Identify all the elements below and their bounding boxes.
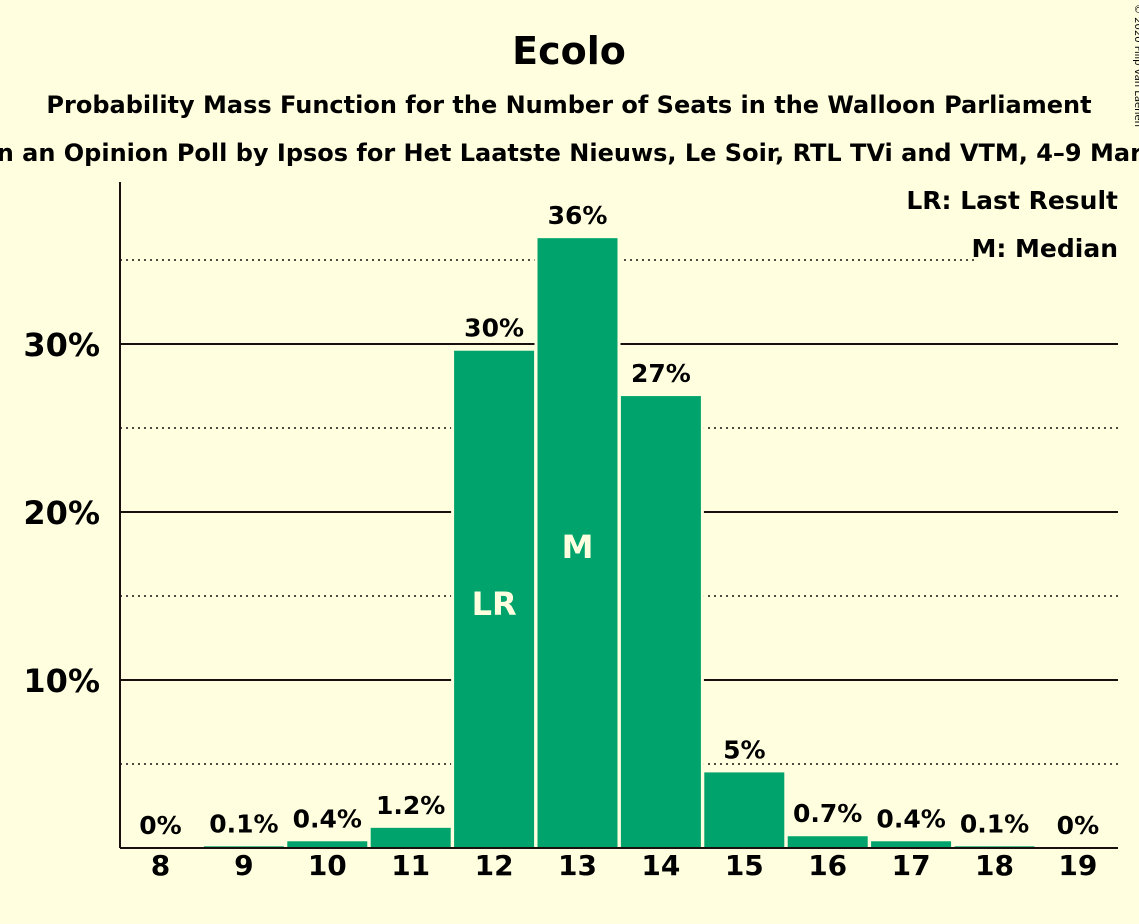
value-label-19: 0% <box>1057 811 1099 840</box>
chart-title: Ecolo <box>512 29 626 73</box>
value-label-12: 30% <box>464 314 524 343</box>
bar-17 <box>871 841 952 848</box>
chart-subtitle: Probability Mass Function for the Number… <box>46 91 1091 119</box>
bar-10 <box>287 841 368 848</box>
x-tick-label-12: 12 <box>475 849 514 882</box>
value-label-16: 0.7% <box>793 799 862 828</box>
chart-source-line: Based on an Opinion Poll by Ipsos for He… <box>0 139 1139 167</box>
x-tick-label-14: 14 <box>641 849 680 882</box>
legend: LR: Last Result M: Median <box>906 186 1118 267</box>
x-tick-label-11: 11 <box>391 849 430 882</box>
bar-16 <box>787 836 868 848</box>
bar-halo-9 <box>200 843 287 848</box>
x-tick-label-9: 9 <box>234 849 253 882</box>
legend-item-0: LR: Last Result <box>906 186 1118 215</box>
bar-15 <box>704 772 785 848</box>
x-tick-label-13: 13 <box>558 849 597 882</box>
legend-item-1: M: Median <box>971 234 1118 263</box>
x-tick-label-18: 18 <box>975 849 1014 882</box>
bar-13 <box>537 238 618 848</box>
bar-12 <box>454 350 535 848</box>
value-label-13: 36% <box>548 201 608 230</box>
bar-marker-lr: LR <box>472 585 517 623</box>
y-tick-label-30: 30% <box>23 326 100 364</box>
bar-11 <box>370 827 451 848</box>
value-label-8: 0% <box>139 811 181 840</box>
value-label-9: 0.1% <box>209 809 278 838</box>
bar-marker-m: M <box>562 528 594 566</box>
copyright-notice: © 2020 Filip van Laenen <box>1132 4 1139 127</box>
bar-halo-18 <box>951 843 1038 848</box>
y-tick-label-10: 10% <box>23 662 100 700</box>
value-label-17: 0.4% <box>876 804 945 833</box>
legend-bg-1 <box>978 235 1118 267</box>
labels-group: 0% 8 0.1% 9 0.4% 10 1.2% 11 30% 12 LR 36% 13 M 27% 14 5%… <box>139 201 1099 882</box>
value-label-14: 27% <box>631 359 691 388</box>
y-tick-label-20: 20% <box>23 494 100 532</box>
value-label-18: 0.1% <box>960 809 1029 838</box>
x-tick-label-15: 15 <box>725 849 764 882</box>
x-tick-label-8: 8 <box>151 849 170 882</box>
value-label-10: 0.4% <box>293 804 362 833</box>
x-tick-label-17: 17 <box>892 849 931 882</box>
value-label-11: 1.2% <box>376 791 445 820</box>
legend-bg-0 <box>932 187 1118 219</box>
x-tick-label-16: 16 <box>808 849 847 882</box>
x-tick-label-19: 19 <box>1058 849 1097 882</box>
bar-14 <box>620 396 701 848</box>
x-tick-label-10: 10 <box>308 849 347 882</box>
bars-group <box>200 235 1038 848</box>
value-label-15: 5% <box>723 735 765 764</box>
